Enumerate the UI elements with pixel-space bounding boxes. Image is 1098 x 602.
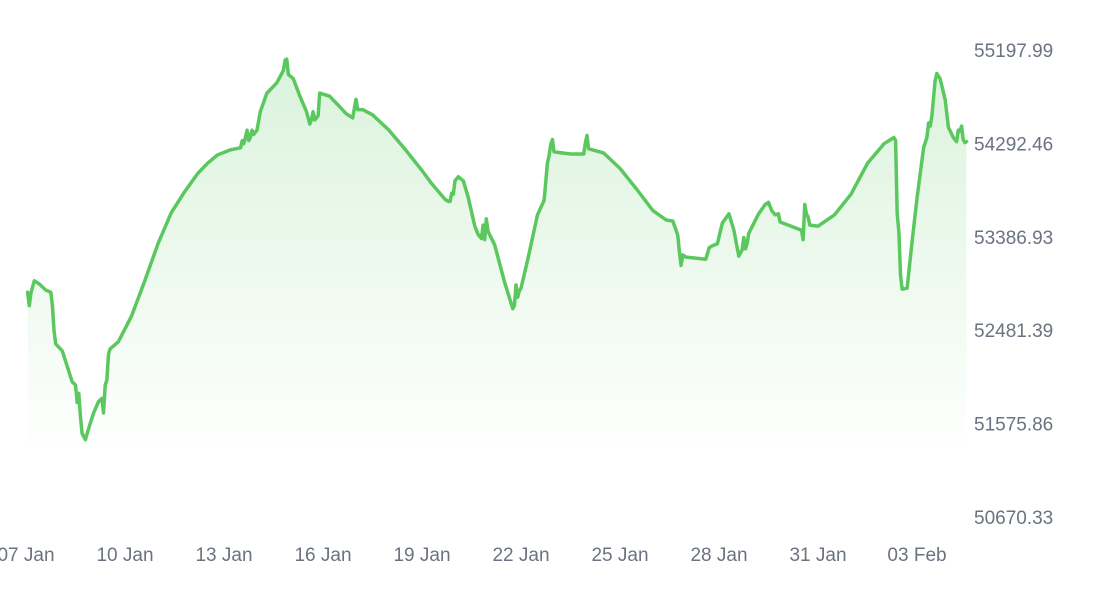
x-tick-label: 22 Jan: [492, 545, 549, 566]
y-axis: 55197.99 54292.46 53386.93 52481.39 51575.86…: [974, 41, 1053, 529]
x-tick-label: 16 Jan: [294, 545, 351, 566]
x-tick-label: 25 Jan: [591, 545, 648, 566]
x-tick-label: 28 Jan: [690, 545, 747, 566]
x-tick-label: 31 Jan: [789, 545, 846, 566]
x-tick-label: 03 Feb: [887, 545, 946, 566]
x-tick-label: 07 Jan: [0, 545, 55, 566]
x-tick-label: 19 Jan: [393, 545, 450, 566]
x-tick-label: 13 Jan: [195, 545, 252, 566]
x-tick-label: 10 Jan: [96, 545, 153, 566]
y-tick-label: 52481.39: [974, 321, 1053, 342]
y-tick-label: 50670.33: [974, 508, 1053, 529]
x-axis: 07 Jan 10 Jan 13 Jan 16 Jan 19 Jan 22 Jan 25 J…: [0, 545, 947, 566]
y-tick-label: 51575.86: [974, 415, 1053, 436]
y-tick-label: 54292.46: [974, 134, 1053, 155]
y-tick-label: 55197.99: [974, 41, 1053, 62]
series-line: [25, 57, 969, 442]
y-tick-label: 53386.93: [974, 228, 1053, 249]
